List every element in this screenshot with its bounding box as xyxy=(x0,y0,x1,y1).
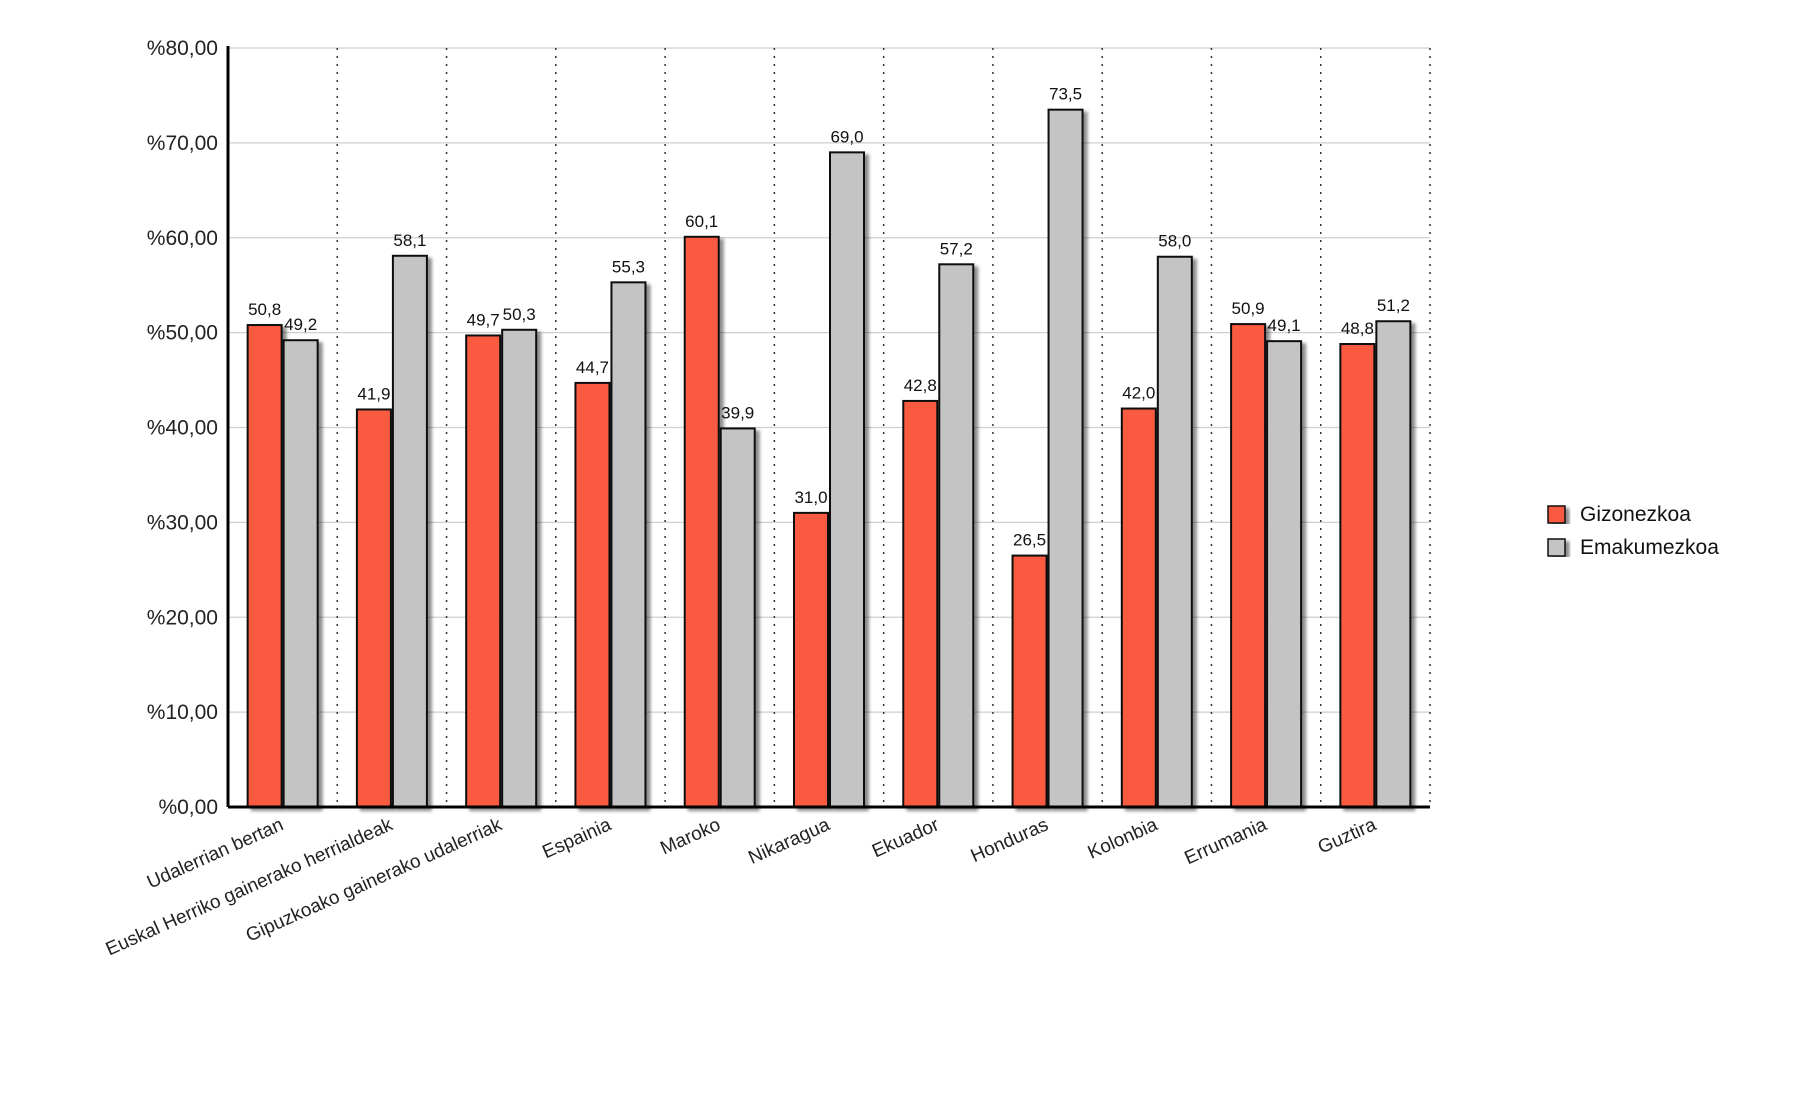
bar xyxy=(1047,108,1084,808)
y-tick-label: %30,00 xyxy=(147,511,218,534)
x-tick-label: Maroko xyxy=(657,814,723,859)
y-tick-label: %0,00 xyxy=(158,796,218,819)
bar xyxy=(1339,343,1376,808)
y-tick-label: %70,00 xyxy=(147,132,218,155)
bar xyxy=(465,334,502,808)
bar xyxy=(683,235,720,808)
y-tick-label: %20,00 xyxy=(147,606,218,629)
bar xyxy=(1266,340,1303,808)
bar-value-label: 49,7 xyxy=(467,310,500,329)
bar-value-label: 50,9 xyxy=(1232,299,1265,318)
bar-value-label: 69,0 xyxy=(830,127,863,146)
bar-value-label: 49,2 xyxy=(284,315,317,334)
bar xyxy=(1120,407,1157,808)
bar xyxy=(1375,320,1412,808)
y-tick-label: %50,00 xyxy=(147,322,218,345)
bar-value-label: 48,8 xyxy=(1341,319,1374,338)
legend: Gizonezkoa Emakumezkoa xyxy=(1547,503,1719,559)
bar xyxy=(719,427,756,808)
legend-swatch xyxy=(1547,538,1566,557)
bar xyxy=(1011,554,1048,808)
x-tick-label: Honduras xyxy=(968,814,1052,867)
bar-value-label: 42,8 xyxy=(904,376,937,395)
axes xyxy=(226,46,1430,809)
bar xyxy=(829,151,865,809)
x-tick-label: Ekuador xyxy=(869,814,943,862)
bar xyxy=(1156,255,1193,809)
x-tick-label: Guztira xyxy=(1315,814,1380,858)
bar xyxy=(1230,323,1267,808)
bar xyxy=(391,254,428,808)
bar xyxy=(610,281,647,808)
x-tick-label: Errumania xyxy=(1182,814,1271,869)
legend-label: Emakumezkoa xyxy=(1580,536,1719,559)
bar-value-label: 42,0 xyxy=(1122,384,1155,403)
bar xyxy=(902,399,939,808)
y-tick-label: %10,00 xyxy=(147,701,218,724)
y-tick-label: %40,00 xyxy=(147,417,218,440)
legend-label: Gizonezkoa xyxy=(1580,503,1691,526)
bar xyxy=(282,339,319,808)
bar-value-label: 57,2 xyxy=(940,239,973,258)
bar-value-label: 39,9 xyxy=(721,403,754,422)
x-tick-label: Kolonbia xyxy=(1085,814,1161,863)
y-tick-label: %60,00 xyxy=(147,227,218,250)
bar-value-label: 55,3 xyxy=(612,257,645,276)
bar xyxy=(793,511,829,808)
bar xyxy=(501,328,538,808)
bar-value-label: 58,1 xyxy=(393,231,426,250)
bar-value-label: 60,1 xyxy=(685,212,718,231)
bars xyxy=(246,108,1412,809)
y-tick-label: %80,00 xyxy=(147,37,218,60)
bar xyxy=(355,408,392,808)
bar-value-label: 58,0 xyxy=(1158,232,1191,251)
x-tick-label: Nikaragua xyxy=(745,814,833,869)
bar xyxy=(574,381,611,808)
bar-value-label: 50,3 xyxy=(503,305,536,324)
legend-swatch xyxy=(1547,505,1566,524)
bar-value-label: 50,8 xyxy=(248,300,281,319)
bar-value-label: 49,1 xyxy=(1268,316,1301,335)
bar xyxy=(246,324,283,808)
bar-value-label: 26,5 xyxy=(1013,531,1046,550)
bar-value-label: 41,9 xyxy=(357,384,390,403)
bar-value-label: 51,2 xyxy=(1377,296,1410,315)
x-tick-label: Espainia xyxy=(539,814,615,863)
bar-value-label: 44,7 xyxy=(576,358,609,377)
bar-value-label: 31,0 xyxy=(794,488,827,507)
bar-value-label: 73,5 xyxy=(1049,85,1082,104)
bar xyxy=(938,263,975,808)
